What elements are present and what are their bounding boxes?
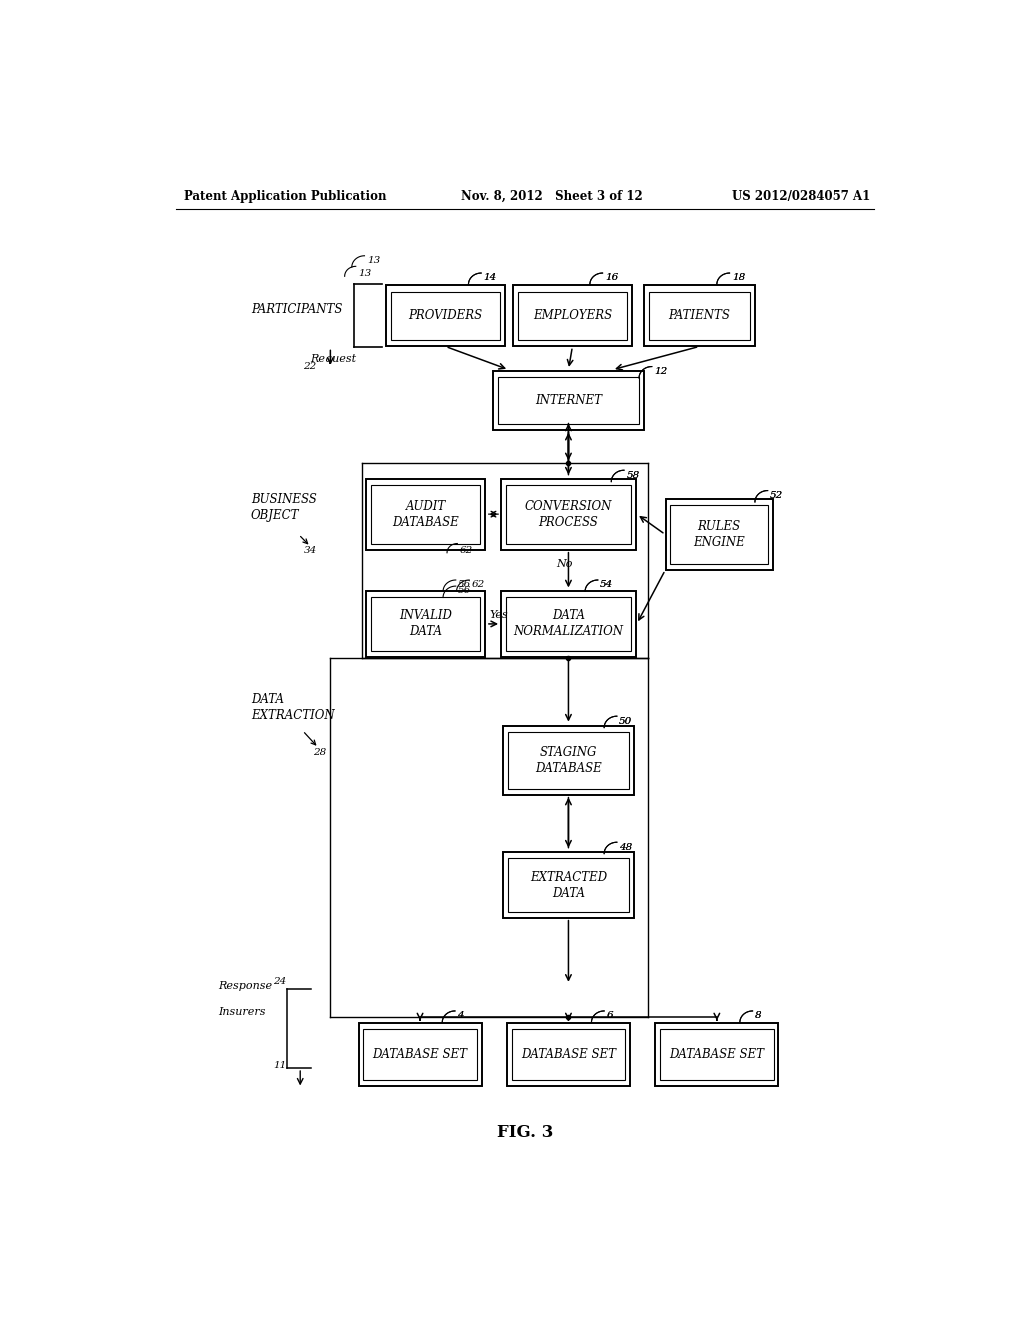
Text: BUSINESS
OBJECT: BUSINESS OBJECT [251, 494, 316, 523]
Text: 34: 34 [304, 545, 317, 554]
Text: Patent Application Publication: Patent Application Publication [183, 190, 386, 202]
Text: DATABASE SET: DATABASE SET [521, 1048, 616, 1061]
Bar [660, 1030, 773, 1080]
Bar [498, 378, 639, 424]
Text: FIG. 3: FIG. 3 [497, 1123, 553, 1140]
Text: 12: 12 [654, 367, 668, 376]
Bar [371, 597, 480, 651]
Bar [513, 285, 632, 346]
Text: 13: 13 [358, 269, 372, 279]
Bar [506, 597, 631, 651]
Text: 52: 52 [770, 491, 783, 500]
Bar [655, 1023, 778, 1086]
Bar [367, 479, 485, 549]
Text: 56: 56 [458, 586, 471, 595]
Bar [508, 858, 629, 912]
Bar [648, 292, 751, 341]
Text: 12: 12 [654, 367, 668, 376]
Bar [367, 591, 485, 657]
Text: DATA
NORMALIZATION: DATA NORMALIZATION [513, 610, 624, 639]
Text: 24: 24 [273, 977, 287, 986]
Bar [503, 853, 634, 919]
Text: 18: 18 [732, 273, 745, 282]
Text: 6: 6 [606, 1011, 613, 1020]
Text: 16: 16 [605, 273, 618, 282]
Text: 54: 54 [600, 581, 613, 589]
Text: PARTICIPANTS: PARTICIPANTS [251, 302, 342, 315]
Text: INTERNET: INTERNET [535, 393, 602, 407]
Text: INVALID
DATA: INVALID DATA [399, 610, 452, 639]
Text: 11: 11 [273, 1061, 287, 1071]
Text: Response: Response [218, 981, 271, 991]
Text: 13: 13 [367, 256, 380, 265]
Bar [386, 285, 505, 346]
Text: 50: 50 [620, 717, 633, 726]
Text: Nov. 8, 2012   Sheet 3 of 12: Nov. 8, 2012 Sheet 3 of 12 [461, 190, 643, 202]
Text: RULES
ENGINE: RULES ENGINE [693, 520, 745, 549]
Text: AUDIT
DATABASE: AUDIT DATABASE [392, 500, 459, 528]
Text: 4: 4 [458, 1011, 464, 1020]
Bar [506, 484, 631, 544]
Text: 6: 6 [606, 1011, 613, 1020]
Bar [358, 1023, 481, 1086]
Text: PATIENTS: PATIENTS [669, 309, 730, 322]
Text: 56: 56 [458, 581, 471, 589]
Text: 58: 58 [627, 470, 640, 479]
Text: 8: 8 [755, 1011, 762, 1020]
Bar [518, 292, 627, 341]
Text: 52: 52 [770, 491, 783, 500]
Bar [501, 591, 636, 657]
Text: 14: 14 [483, 273, 497, 282]
Text: 48: 48 [620, 842, 633, 851]
Text: Insurers: Insurers [218, 1007, 265, 1018]
Bar [508, 731, 629, 788]
Bar [503, 726, 634, 795]
Bar [501, 479, 636, 549]
Bar [371, 484, 480, 544]
Text: EXTRACTED
DATA: EXTRACTED DATA [529, 871, 607, 900]
Bar [644, 285, 755, 346]
Text: 58: 58 [627, 470, 640, 479]
Text: DATA
EXTRACTION: DATA EXTRACTION [251, 693, 335, 722]
Bar [666, 499, 773, 570]
Text: DATABASE SET: DATABASE SET [373, 1048, 468, 1061]
Text: 16: 16 [605, 273, 618, 282]
Text: US 2012/0284057 A1: US 2012/0284057 A1 [732, 190, 870, 202]
Text: 62: 62 [472, 581, 485, 589]
Text: 4: 4 [458, 1011, 464, 1020]
Text: DATABASE SET: DATABASE SET [670, 1048, 764, 1061]
Text: 28: 28 [313, 748, 327, 758]
Bar [494, 371, 644, 430]
Text: EMPLOYERS: EMPLOYERS [532, 309, 612, 322]
Bar [391, 292, 500, 341]
Text: Yes: Yes [489, 610, 508, 620]
Text: CONVERSION
PROCESS: CONVERSION PROCESS [524, 500, 612, 528]
Text: No: No [557, 558, 573, 569]
Text: 8: 8 [755, 1011, 762, 1020]
Text: 14: 14 [483, 273, 497, 282]
Bar [364, 1030, 477, 1080]
Text: 54: 54 [600, 581, 613, 589]
Text: PROVIDERS: PROVIDERS [409, 309, 482, 322]
Text: 22: 22 [303, 362, 315, 371]
Bar [512, 1030, 626, 1080]
Bar [507, 1023, 630, 1086]
Text: STAGING
DATABASE: STAGING DATABASE [536, 746, 602, 775]
Bar [671, 506, 768, 564]
Text: 50: 50 [620, 717, 633, 726]
Text: 18: 18 [732, 273, 745, 282]
Text: Request: Request [310, 354, 356, 364]
Text: 62: 62 [460, 545, 473, 554]
Text: 48: 48 [620, 842, 633, 851]
